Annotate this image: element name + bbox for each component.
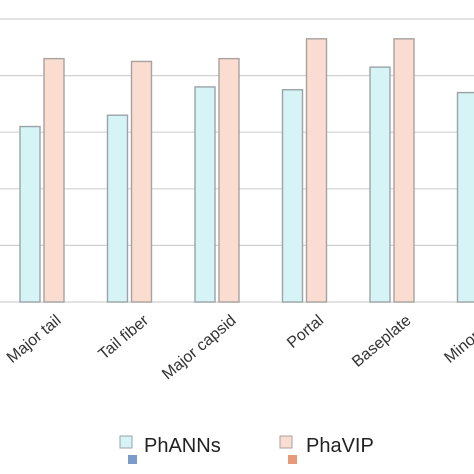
legend-marker-phavip xyxy=(288,455,297,464)
bar-phanns-2 xyxy=(194,86,216,303)
x-tick-label: Major tail xyxy=(4,312,65,367)
x-tick-label: Minor tail xyxy=(441,312,474,367)
bar-phanns-1 xyxy=(106,114,129,303)
bar-phanns-0 xyxy=(19,125,41,303)
legend: PhANNs PhaVIP xyxy=(119,435,374,464)
legend-marker-phanns xyxy=(128,455,137,464)
legend-swatch-phanns xyxy=(119,435,133,449)
bar-phanns-5 xyxy=(456,91,474,303)
bar-phanns-3 xyxy=(281,89,304,303)
bar-phavip-0 xyxy=(43,57,65,303)
bars xyxy=(19,38,474,303)
legend-item-phanns[interactable]: PhANNs xyxy=(119,435,221,464)
x-tick-labels: Major tail Tail fiber Major capsid Portal Ba… xyxy=(4,312,474,384)
x-tick-label: Major capsid xyxy=(159,312,239,383)
x-tick-label: Tail fiber xyxy=(96,312,153,364)
bar-phavip-3 xyxy=(305,38,328,303)
x-tick-label: Baseplate xyxy=(349,312,415,371)
legend-item-phavip[interactable]: PhaVIP xyxy=(279,435,374,464)
bar-phavip-4 xyxy=(393,38,415,303)
legend-label-phanns: PhANNs xyxy=(144,435,221,457)
bar-phavip-2 xyxy=(218,57,240,303)
x-tick-label: Portal xyxy=(284,312,327,352)
bar-phavip-1 xyxy=(130,60,153,303)
bar-phanns-4 xyxy=(369,66,391,303)
legend-swatch-phavip xyxy=(279,435,293,449)
legend-label-phavip: PhaVIP xyxy=(306,435,374,457)
